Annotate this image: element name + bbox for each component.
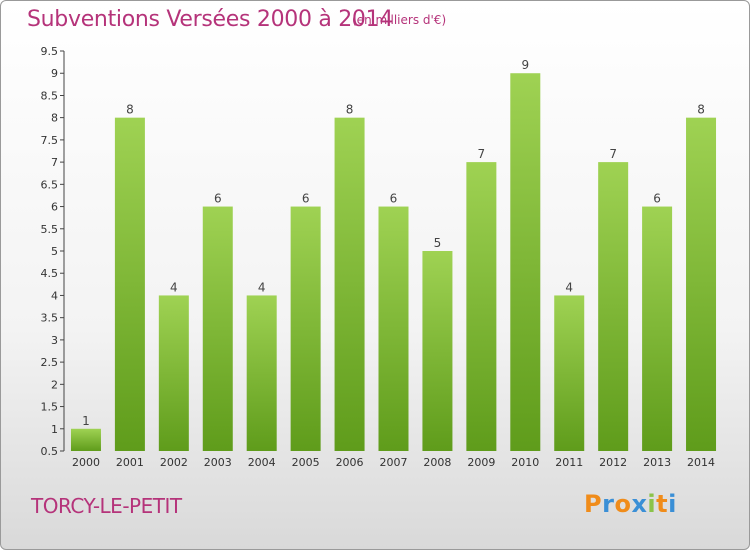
- y-tick-label: 7.5: [41, 134, 59, 147]
- bar: [598, 162, 629, 451]
- x-tick-label: 2002: [160, 456, 188, 469]
- y-tick-label: 9: [51, 67, 58, 80]
- y-tick-label: 9.5: [41, 45, 59, 58]
- bar: [510, 73, 541, 451]
- bar-value-label: 8: [697, 103, 705, 117]
- chart-subtitle: (en milliers d'€): [352, 13, 447, 27]
- x-tick-label: 2001: [116, 456, 144, 469]
- y-tick-label: 1.5: [41, 401, 59, 414]
- bar-value-label: 5: [434, 236, 442, 250]
- y-tick-label: 2.5: [41, 356, 59, 369]
- bar: [466, 162, 497, 451]
- logo-letter: r: [602, 490, 615, 518]
- bar-value-label: 6: [302, 192, 310, 206]
- bar-value-label: 7: [478, 147, 486, 161]
- y-tick-label: 1: [51, 423, 58, 436]
- x-tick-label: 2004: [248, 456, 276, 469]
- bar: [334, 117, 365, 452]
- x-tick-label: 2005: [292, 456, 320, 469]
- bar-value-label: 1: [82, 414, 90, 428]
- x-tick-label: 2012: [599, 456, 627, 469]
- y-tick-label: 6.5: [41, 178, 59, 191]
- y-tick-label: 5.5: [41, 223, 59, 236]
- x-tick-label: 2013: [643, 456, 671, 469]
- bar-value-label: 8: [346, 103, 354, 117]
- logo-letter: i: [647, 490, 657, 518]
- bar-value-label: 6: [653, 192, 661, 206]
- bar: [378, 206, 409, 451]
- y-tick-label: 4.5: [41, 267, 59, 280]
- y-axis: 0.5 1 1.5 2 2.5 3 3.5 4 4.5 5 5.5 6 6.5 7 7.5 8 8.5 9 9.5: [41, 45, 65, 458]
- y-tick-label: 4: [51, 289, 58, 302]
- bar: [422, 251, 453, 451]
- bar-value-label: 4: [170, 280, 178, 294]
- logo-letter: i: [668, 490, 677, 518]
- proxiti-logo: Proxiti: [584, 490, 677, 518]
- bar-value-label: 4: [258, 280, 266, 294]
- y-tick-label: 8.5: [41, 89, 59, 102]
- x-tick-label: 2011: [555, 456, 583, 469]
- bar-value-label: 6: [214, 192, 222, 206]
- y-tick-label: 0.5: [41, 445, 59, 458]
- bar: [642, 206, 673, 451]
- y-tick-label: 6: [51, 201, 58, 214]
- x-tick-label: 2010: [511, 456, 539, 469]
- y-tick-label: 7: [51, 156, 58, 169]
- bar: [158, 295, 189, 451]
- bar-value-label: 6: [390, 192, 398, 206]
- chart-title: Subventions Versées 2000 à 2014: [27, 7, 394, 32]
- bar: [114, 117, 145, 452]
- logo-letter: x: [631, 490, 648, 518]
- logo-letter: P: [584, 490, 603, 518]
- bar-value-label: 7: [609, 147, 617, 161]
- x-tick-label: 2006: [336, 456, 364, 469]
- bar-value-label: 9: [521, 58, 529, 72]
- bar: [246, 295, 277, 451]
- bars: 1 8 4 6 4 6 8 6 5 7 9 4 7 6 8: [70, 58, 717, 452]
- bar: [554, 295, 585, 451]
- bar: [686, 117, 717, 452]
- logo-letter: o: [614, 490, 632, 518]
- bar-value-label: 4: [565, 280, 573, 294]
- x-tick-label: 2000: [72, 456, 100, 469]
- x-tick-label: 2003: [204, 456, 232, 469]
- bar: [70, 428, 101, 451]
- y-tick-label: 3.5: [41, 312, 59, 325]
- y-tick-label: 5: [51, 245, 58, 258]
- x-tick-label: 2007: [380, 456, 408, 469]
- x-tick-label: 2008: [423, 456, 451, 469]
- y-tick-label: 8: [51, 112, 58, 125]
- bar: [290, 206, 321, 451]
- commune-name: TORCY-LE-PETIT: [31, 494, 182, 518]
- logo-letter: t: [656, 490, 669, 518]
- x-axis: 2000 2001 2002 2003 2004 2005 2006 2007 2008 2009…: [72, 456, 715, 469]
- bar: [202, 206, 233, 451]
- x-tick-label: 2014: [687, 456, 715, 469]
- y-tick-label: 3: [51, 334, 58, 347]
- x-tick-label: 2009: [467, 456, 495, 469]
- y-tick-label: 2: [51, 378, 58, 391]
- bar-value-label: 8: [126, 103, 134, 117]
